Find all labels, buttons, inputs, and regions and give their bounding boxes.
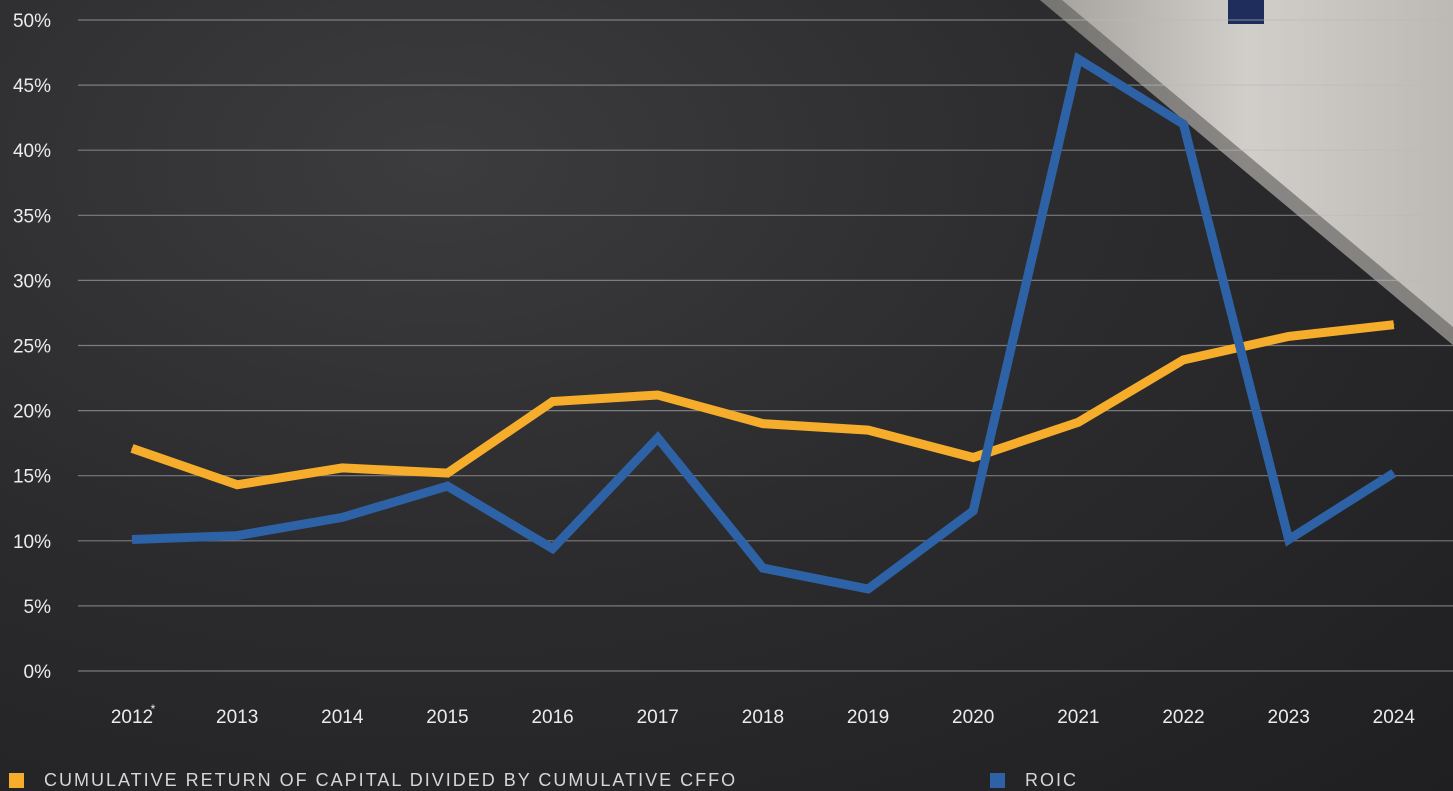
y-tick-label: 30% [13, 271, 51, 292]
legend-swatch [9, 773, 24, 788]
y-tick-label: 20% [13, 402, 51, 423]
data-point [1183, 123, 1184, 125]
y-tick-label: 35% [13, 206, 51, 227]
y-tick-label: 40% [13, 141, 51, 162]
x-tick-label: 2014 [321, 707, 364, 728]
data-point [341, 467, 343, 469]
legend-label: CUMULATIVE RETURN OF CAPITAL DIVIDED BY … [44, 770, 738, 790]
data-point [1393, 324, 1395, 326]
data-point [446, 485, 448, 487]
legend-entry-capital-return: CUMULATIVE RETURN OF CAPITAL DIVIDED BY … [9, 770, 737, 791]
x-tick-label: 2023 [1268, 707, 1310, 728]
data-point [341, 516, 343, 518]
data-point [1183, 359, 1184, 361]
data-point [1077, 58, 1079, 60]
data-point [131, 447, 133, 449]
y-tick-label: 10% [13, 532, 51, 553]
x-tick-label: 2016 [531, 707, 573, 728]
x-tick-label: 2013 [216, 707, 258, 728]
data-point [131, 538, 133, 540]
data-point [972, 510, 974, 512]
data-point [867, 429, 869, 431]
legend-entry-roic: ROIC [990, 770, 1078, 791]
x-tick-label: 2020 [952, 707, 994, 728]
data-point [657, 437, 659, 439]
x-tick-label: 2012 [111, 707, 153, 728]
data-point [762, 423, 764, 425]
series-line-1 [131, 51, 1397, 594]
y-tick-label: 0% [24, 662, 52, 683]
data-point [762, 567, 764, 569]
series-line-0 [130, 320, 1395, 490]
data-point [552, 400, 554, 402]
y-tick-label: 5% [24, 597, 52, 618]
data-point [446, 472, 448, 474]
data-point [236, 535, 238, 537]
data-point [236, 484, 238, 486]
x-tick-label: 2019 [847, 707, 889, 728]
background-wall-shadow [1040, 0, 1453, 345]
data-point [1393, 472, 1395, 474]
data-point [972, 456, 974, 458]
y-tick-label: 25% [13, 337, 51, 358]
x-tick-label: 2017 [637, 707, 679, 728]
data-point [1077, 421, 1079, 423]
x-tick-footnote-mark: * [151, 702, 156, 716]
legend-swatch [990, 773, 1005, 788]
data-point [552, 548, 554, 550]
data-point [657, 394, 659, 396]
legend-label: ROIC [1025, 770, 1078, 790]
data-point [1288, 538, 1290, 540]
data-point [867, 588, 869, 590]
x-tick-label: 2018 [742, 707, 784, 728]
x-tick-label: 2024 [1373, 707, 1416, 728]
y-tick-label: 50% [13, 11, 51, 32]
y-tick-label: 15% [13, 467, 51, 488]
x-tick-label: 2022 [1162, 707, 1204, 728]
y-tick-label: 45% [13, 76, 51, 97]
x-tick-label: 2015 [426, 707, 468, 728]
data-point [1288, 335, 1290, 337]
x-tick-label: 2021 [1057, 707, 1099, 728]
